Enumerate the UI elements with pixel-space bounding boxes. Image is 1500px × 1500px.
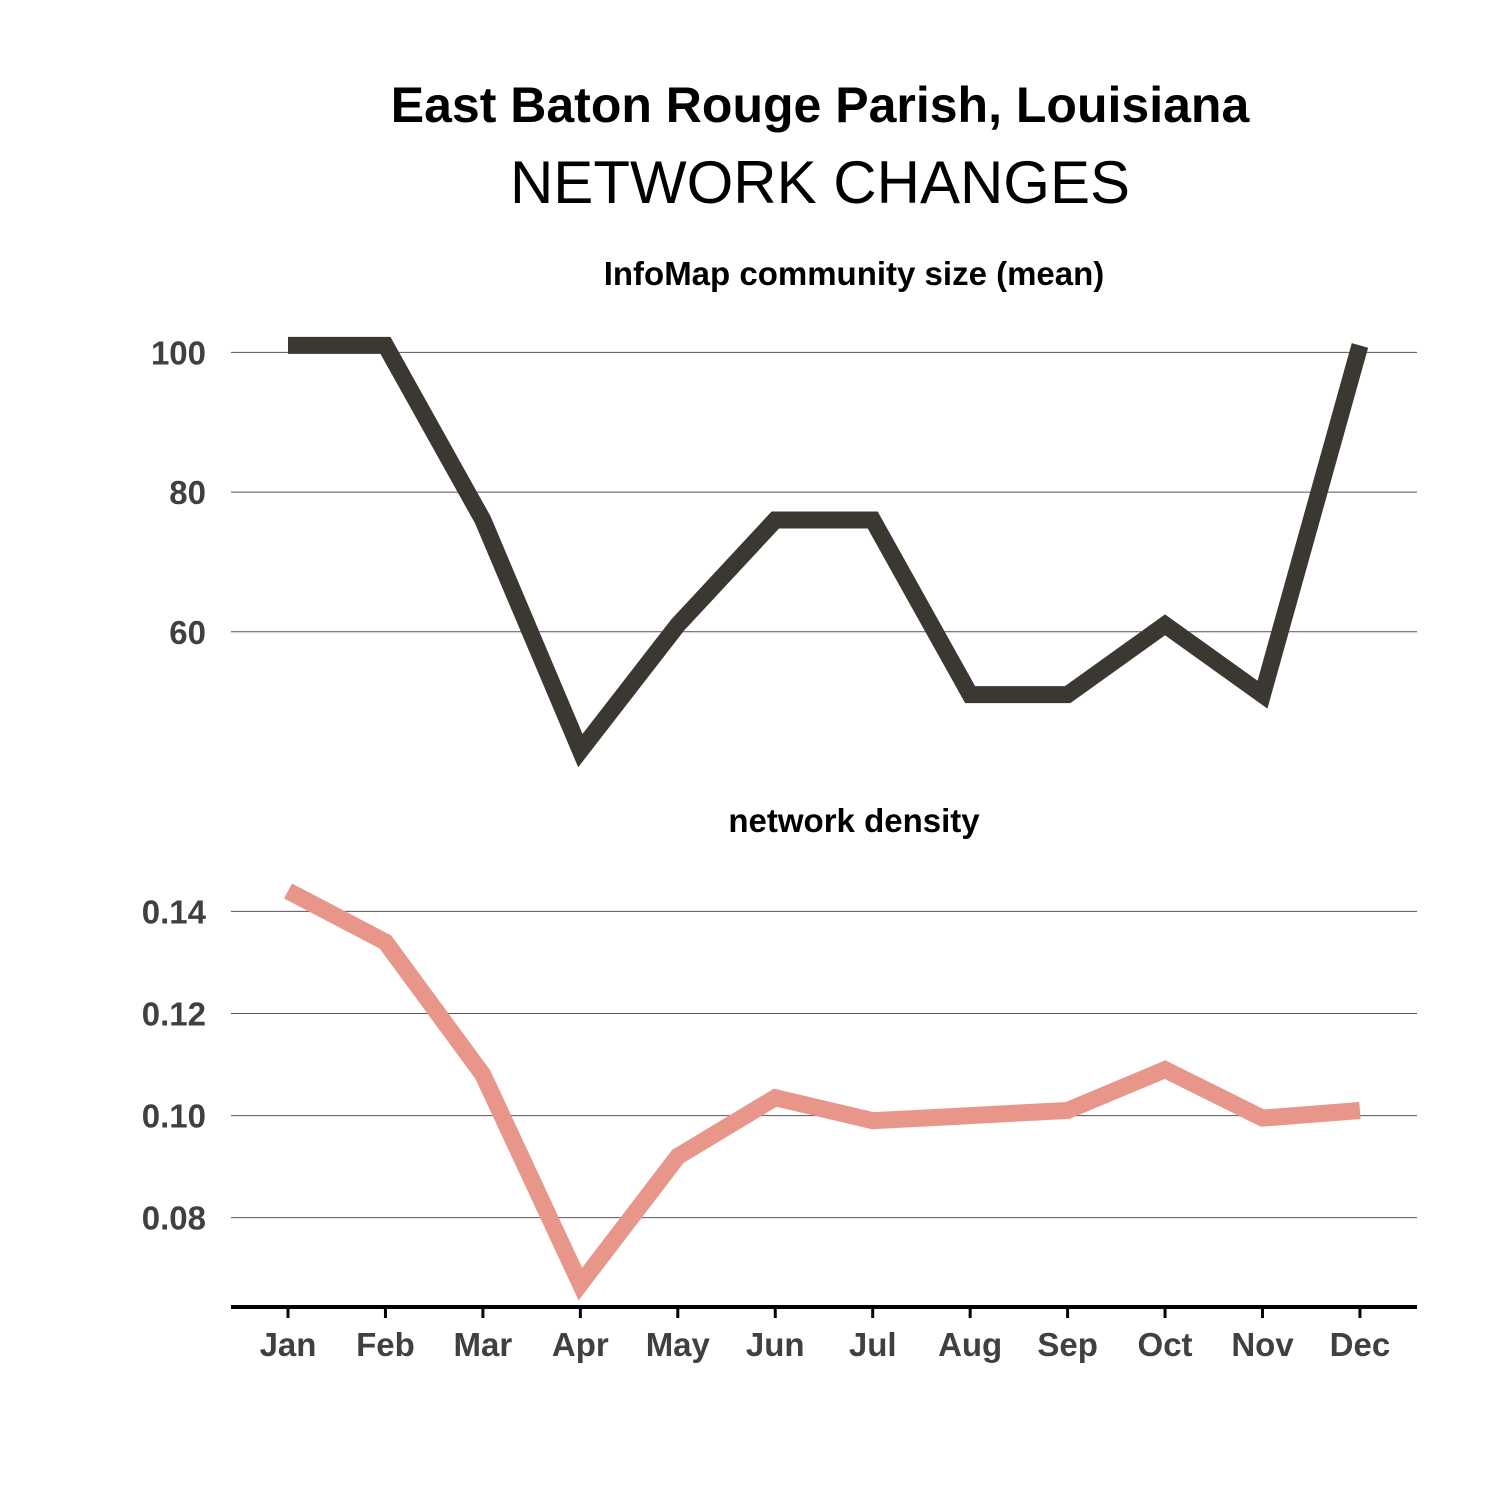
x-tick-label: Nov <box>1231 1326 1294 1363</box>
y-tick-label: 0.10 <box>142 1098 206 1135</box>
y-tick-label: 80 <box>169 474 206 511</box>
series-line <box>288 336 1369 768</box>
x-tick-label: Dec <box>1330 1326 1391 1363</box>
chart-subtitle: NETWORK CHANGES <box>509 149 1131 216</box>
y-tick-label: 0.08 <box>142 1200 206 1237</box>
panel-title: network density <box>728 802 980 839</box>
y-tick-label: 100 <box>151 334 206 371</box>
x-tick-label: Jan <box>260 1326 317 1363</box>
x-tick-label: May <box>646 1326 711 1363</box>
x-tick-label: Feb <box>356 1326 415 1363</box>
x-tick-label: Jun <box>746 1326 805 1363</box>
y-tick-label: 0.12 <box>142 995 206 1032</box>
x-tick-label: Apr <box>552 1326 609 1363</box>
series-line <box>284 883 1361 1301</box>
y-tick-label: 60 <box>169 614 206 651</box>
x-tick-label: Jul <box>849 1326 897 1363</box>
chart-title: East Baton Rouge Parish, Louisiana <box>390 77 1250 133</box>
x-tick-label: Oct <box>1138 1326 1193 1363</box>
x-tick-label: Mar <box>454 1326 513 1363</box>
x-tick-label: Aug <box>938 1326 1002 1363</box>
panel-title: InfoMap community size (mean) <box>604 255 1105 292</box>
x-tick-label: Sep <box>1037 1326 1098 1363</box>
y-tick-label: 0.14 <box>142 893 207 930</box>
